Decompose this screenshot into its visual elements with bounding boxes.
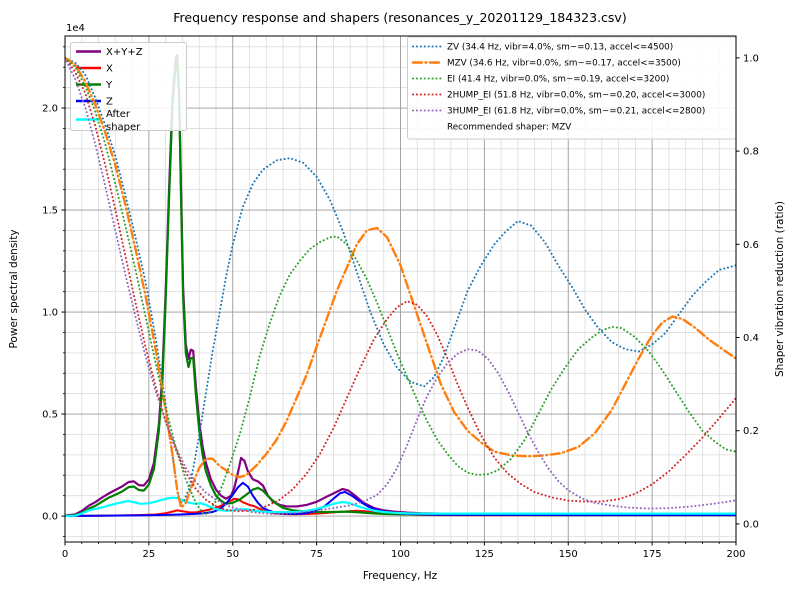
psd-curves xyxy=(65,53,736,517)
legend-shaper-label: EI (41.4 Hz, vibr=0.0%, sm~=0.19, accel<… xyxy=(447,75,669,85)
curve-x-y-z xyxy=(65,53,736,517)
x-tick-label: 175 xyxy=(643,549,662,560)
legend-psd-box xyxy=(70,42,187,131)
x-tick-label: 100 xyxy=(391,549,410,560)
y-right-tick-label: 1.0 xyxy=(743,53,759,64)
y-axis-offset-text: 1e4 xyxy=(66,23,85,34)
chart-title: Frequency response and shapers (resonanc… xyxy=(173,10,626,25)
curve-y xyxy=(65,58,736,517)
y-right-tick-label: 0.6 xyxy=(743,240,759,251)
x-tick-label: 50 xyxy=(226,549,239,560)
x-tick-label: 0 xyxy=(62,549,68,560)
legend-psd-label: X xyxy=(106,64,113,75)
legend-psd-label: After xyxy=(106,109,131,120)
y-right-axis-label: Shaper vibration reduction (ratio) xyxy=(774,201,786,377)
x-tick-label: 150 xyxy=(559,549,578,560)
y-right-tick-label: 0.8 xyxy=(743,147,759,158)
shaper-curves xyxy=(65,56,736,516)
legend-shaper-label: MZV (34.6 Hz, vibr=0.0%, sm~=0.17, accel… xyxy=(447,59,681,69)
y-left-tick-label: 2.0 xyxy=(42,104,58,115)
y-left-tick-label: 1.5 xyxy=(42,206,58,217)
legend-psd-label: X+Y+Z xyxy=(106,47,143,58)
y-left-tick-label: 0.0 xyxy=(42,512,58,523)
curve-ei xyxy=(65,56,736,516)
axes-frame: 0 25 50 75 100 125 150 175 200 0.0 0.5 1.0 1.5 2.0 0.0… xyxy=(42,35,759,560)
legend-shaper-label: ZV (34.4 Hz, vibr=4.0%, sm~=0.13, accel<… xyxy=(447,43,673,53)
y-left-axis-label: Power spectral density xyxy=(8,229,20,348)
curve-2hump-ei xyxy=(65,56,736,513)
curve-after-shaper xyxy=(65,496,736,517)
curve-mzv xyxy=(65,56,736,509)
y-left-tick-label: 1.0 xyxy=(42,308,58,319)
x-tick-label: 75 xyxy=(310,549,323,560)
x-tick-label: 125 xyxy=(475,549,494,560)
legend-psd-label: Z xyxy=(106,97,113,108)
legend-shaper-label: 2HUMP_EI (51.8 Hz, vibr=0.0%, sm~=0.20, … xyxy=(447,91,705,101)
legend-shaper-label: 3HUMP_EI (61.8 Hz, vibr=0.0%, sm~=0.21, … xyxy=(447,107,705,117)
y-right-tick-label: 0.4 xyxy=(743,333,759,344)
legend-recommended-note: Recommended shaper: MZV xyxy=(447,123,571,133)
x-tick-label: 25 xyxy=(143,549,156,560)
y-right-tick-label: 0.0 xyxy=(743,519,759,530)
y-right-tick-label: 0.2 xyxy=(743,426,759,437)
x-axis-label: Frequency, Hz xyxy=(363,570,438,582)
y-left-tick-label: 0.5 xyxy=(42,410,58,421)
legend-psd-label: Y xyxy=(105,80,113,91)
legend-psd-label: shaper xyxy=(106,122,141,133)
legend-shapers: ZV (34.4 Hz, vibr=4.0%, sm~=0.13, accel<… xyxy=(407,36,737,140)
x-tick-label: 200 xyxy=(726,549,745,560)
